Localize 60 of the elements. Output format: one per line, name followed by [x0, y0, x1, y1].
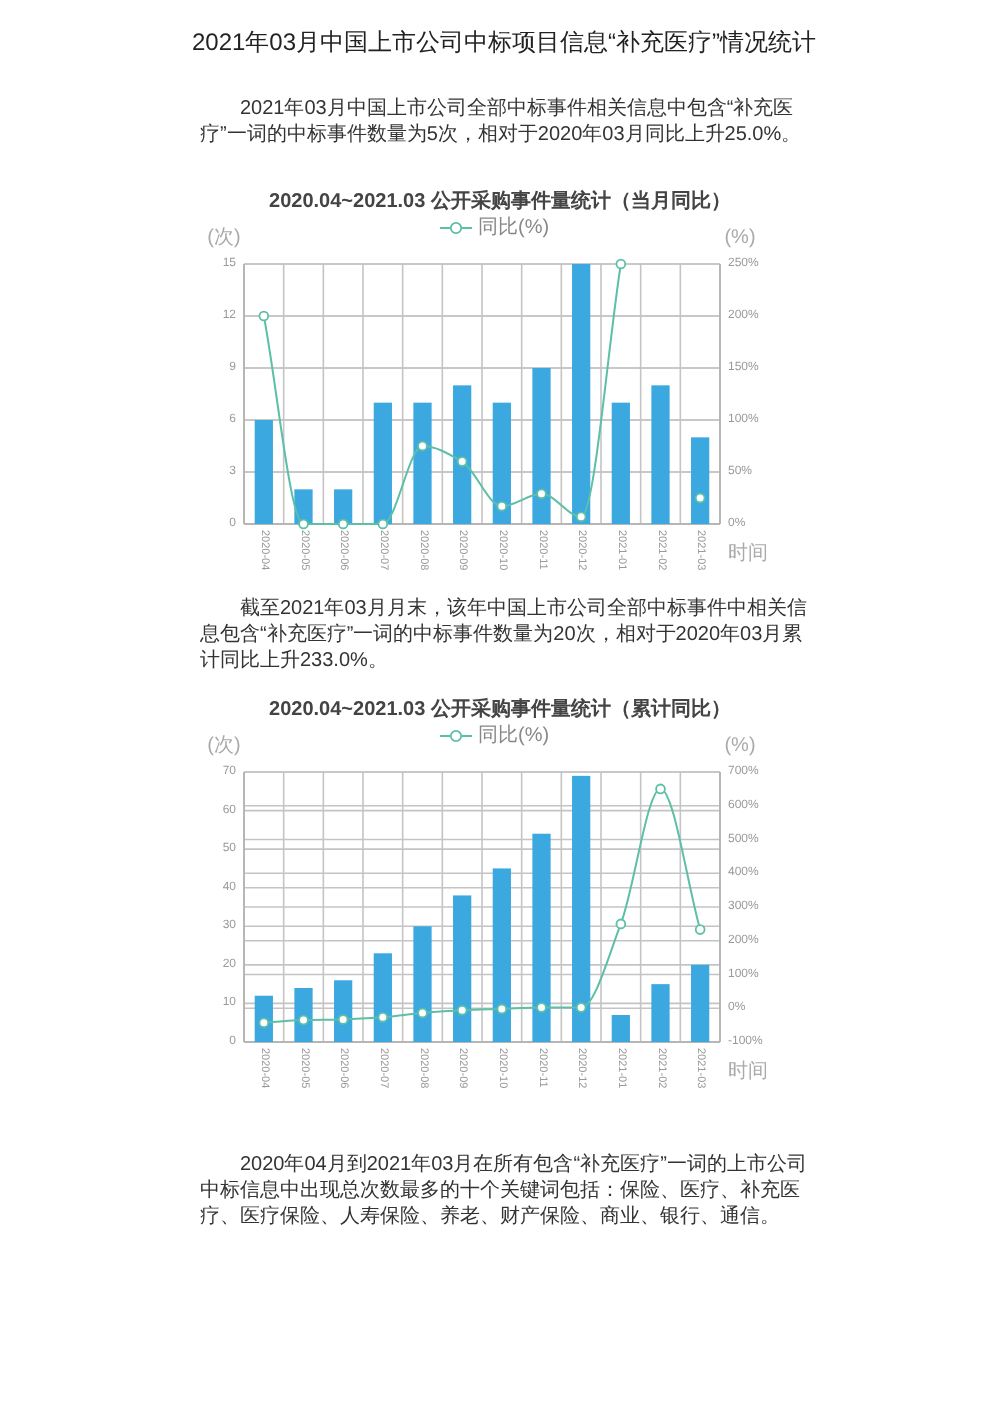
point	[456, 456, 468, 467]
bar	[413, 402, 432, 524]
bar	[254, 420, 273, 524]
point	[258, 310, 270, 322]
point	[337, 1014, 349, 1025]
y2-axis-title: (%)	[724, 735, 756, 757]
y-axis-title: (次)	[207, 735, 241, 757]
legend: 同比(%)	[439, 217, 550, 239]
legend: 同比(%)	[439, 725, 550, 747]
point	[298, 518, 309, 530]
point	[377, 1012, 389, 1023]
point	[456, 1004, 468, 1016]
point	[615, 918, 627, 930]
bar	[413, 926, 432, 1042]
y-axis-title: (次)	[207, 227, 241, 249]
bar	[572, 775, 591, 1042]
legend-label: 同比(%)	[478, 723, 550, 747]
chart-title: 2020.04~2021.03 公开采购事件量统计（累计同比）	[269, 697, 731, 721]
point	[417, 1007, 428, 1019]
text: 2021年03月中国上市公司全部中标事件相关信息中包含“补充医疗”一词的中标事件数量为5次，相对于2020年03月同比上升25.0%。	[200, 96, 804, 148]
bar	[294, 988, 313, 1042]
point	[536, 1002, 547, 1013]
text: 2020年04月到2021年03月在所有包含“补充医疗”一词的上市公司中标信息中出现总次数最多的十个关键词包括：保险、医疗、补充医疗、医疗保险、人寿保险、养老、财产保险、商业、银行、通信。	[200, 1152, 808, 1230]
bar	[492, 402, 511, 524]
point	[377, 518, 389, 530]
bar	[691, 964, 710, 1042]
bar	[334, 980, 353, 1042]
bar	[651, 385, 670, 524]
x-axis-title: 时间	[728, 1059, 768, 1083]
bar	[373, 402, 392, 524]
x-axis-title: 时间	[728, 541, 768, 565]
bar	[334, 489, 353, 524]
text: 截至2021年03月月末，该年中国上市公司全部中标事件中相关信息包含“补充医疗”一词的中标事件数量为20次，相对于2020年03月累计同比上升233.0%。	[200, 596, 808, 674]
bar	[611, 1015, 630, 1042]
legend-label: 同比(%)	[478, 215, 550, 239]
point	[298, 1014, 309, 1026]
point	[496, 1003, 508, 1015]
bar	[492, 868, 511, 1042]
bar	[572, 264, 591, 524]
y2-axis-title: (%)	[724, 227, 756, 249]
text: 2021年03月中国上市公司中标项目信息“补充医疗”情况统计	[189, 28, 819, 58]
point	[615, 258, 627, 270]
bar	[651, 984, 670, 1042]
point	[575, 1002, 587, 1013]
point	[496, 501, 508, 512]
bar	[373, 953, 392, 1042]
bar	[611, 402, 630, 524]
point	[575, 511, 587, 523]
bar	[453, 895, 472, 1042]
bar	[691, 437, 710, 524]
bar	[532, 833, 551, 1042]
point	[655, 783, 666, 795]
point	[694, 924, 706, 935]
point	[417, 440, 428, 452]
bar	[453, 385, 472, 524]
point	[536, 488, 547, 500]
point	[694, 492, 706, 504]
chart-title: 2020.04~2021.03 公开采购事件量统计（当月同比）	[269, 189, 731, 213]
point	[337, 518, 349, 530]
bar	[532, 368, 551, 524]
